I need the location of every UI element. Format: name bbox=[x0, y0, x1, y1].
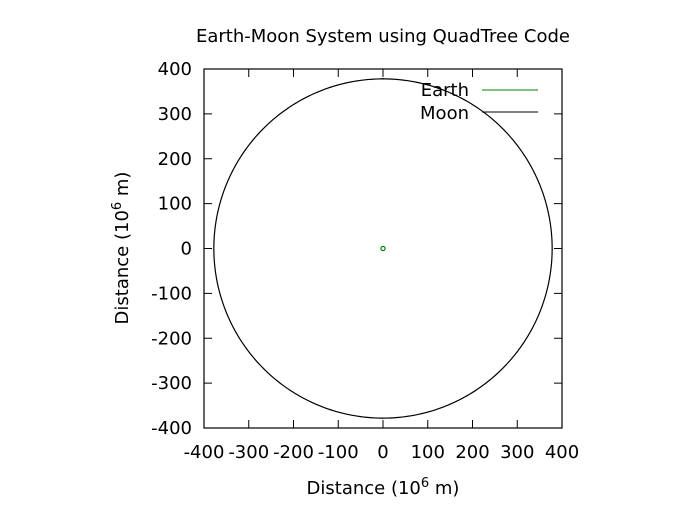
series-earth-orbit bbox=[380, 245, 386, 252]
x-tick-label: 300 bbox=[500, 442, 534, 463]
x-tick-label: 100 bbox=[411, 442, 445, 463]
x-ticks: -400 -300 -200 -100 0 100 200 300 400 bbox=[184, 69, 579, 463]
legend-label-earth: Earth bbox=[421, 80, 469, 101]
x-tick-label: -400 bbox=[184, 442, 225, 463]
y-ticks: -400 -300 -200 -100 0 100 200 300 400 bbox=[151, 59, 562, 439]
y-tick-label: 300 bbox=[158, 104, 192, 125]
x-tick-label: -200 bbox=[273, 442, 314, 463]
x-tick-label: 200 bbox=[455, 442, 489, 463]
x-tick-label: 0 bbox=[377, 442, 388, 463]
y-tick-label: 100 bbox=[158, 194, 192, 215]
y-tick-label: -300 bbox=[151, 373, 192, 394]
plot-frame bbox=[203, 68, 563, 429]
legend-label-moon: Moon bbox=[420, 103, 469, 124]
y-tick-label: 400 bbox=[158, 59, 192, 80]
series-moon-orbit bbox=[213, 77, 553, 419]
x-tick-label: -100 bbox=[318, 442, 359, 463]
series-layer bbox=[213, 77, 553, 419]
legend: Earth Moon bbox=[420, 80, 538, 124]
x-tick-label: 400 bbox=[545, 442, 579, 463]
y-tick-label: -100 bbox=[151, 283, 192, 304]
chart-title: Earth-Moon System using QuadTree Code bbox=[196, 26, 570, 47]
x-axis-label: Distance (106 m) bbox=[307, 476, 460, 499]
y-tick-label: -400 bbox=[151, 418, 192, 439]
y-tick-label: -200 bbox=[151, 328, 192, 349]
y-tick-label: 200 bbox=[158, 149, 192, 170]
x-tick-label: -300 bbox=[228, 442, 269, 463]
y-tick-label: 0 bbox=[181, 239, 192, 260]
y-axis-label: Distance (106 m) bbox=[110, 172, 133, 325]
